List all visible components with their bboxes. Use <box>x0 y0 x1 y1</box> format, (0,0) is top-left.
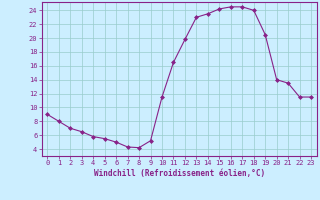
X-axis label: Windchill (Refroidissement éolien,°C): Windchill (Refroidissement éolien,°C) <box>94 169 265 178</box>
